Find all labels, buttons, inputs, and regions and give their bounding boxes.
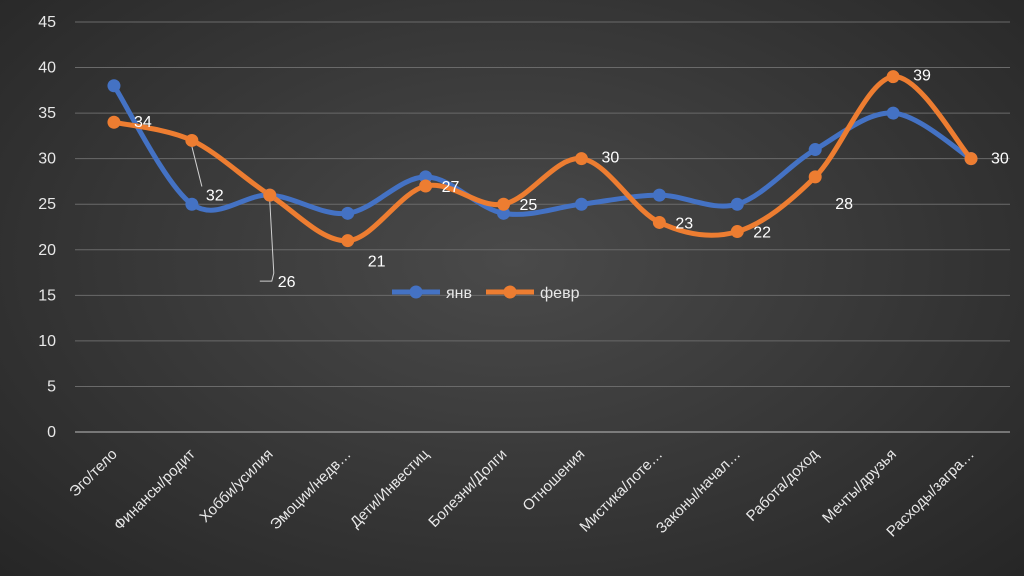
series-points xyxy=(107,70,978,248)
x-tick-label: Дети/Инвестиц xyxy=(347,446,433,532)
data-point xyxy=(652,215,666,229)
y-tick-label: 35 xyxy=(38,105,56,122)
data-point xyxy=(574,197,588,211)
legend-marker xyxy=(409,285,423,299)
x-tick-label: Хобби/усилия xyxy=(196,446,276,526)
data-label: 23 xyxy=(675,215,693,232)
data-point xyxy=(730,197,744,211)
data-point xyxy=(341,206,355,220)
data-label: 32 xyxy=(206,187,224,204)
x-tick-label: Болезни/Долги xyxy=(425,446,510,531)
data-point xyxy=(808,170,822,184)
y-tick-label: 25 xyxy=(38,196,56,213)
data-label: 27 xyxy=(442,179,460,196)
series-line-0 xyxy=(111,83,974,217)
x-tick-label: Законы/начал… xyxy=(653,446,744,537)
y-tick-label: 10 xyxy=(38,333,56,350)
data-label: 34 xyxy=(134,114,152,131)
x-tick-label: Эмоции/недв… xyxy=(267,446,355,534)
data-point xyxy=(730,225,744,239)
label-leader-lines xyxy=(191,146,275,282)
y-axis-ticks: 0 5 10 15 20 25 30 35 40 45 xyxy=(38,14,56,441)
data-point xyxy=(886,106,900,120)
data-point xyxy=(497,197,511,211)
legend: янв февр xyxy=(392,285,580,302)
x-tick-label: Эго/тело xyxy=(66,446,121,501)
legend-marker xyxy=(503,285,517,299)
data-point xyxy=(107,115,121,129)
y-tick-label: 5 xyxy=(47,378,56,395)
data-point xyxy=(419,170,433,184)
legend-label: янв xyxy=(446,285,472,302)
x-tick-label: Мистика/лоте… xyxy=(576,446,666,536)
data-point xyxy=(341,234,355,248)
data-point xyxy=(185,197,199,211)
y-tick-label: 0 xyxy=(47,424,56,441)
label-leader xyxy=(259,201,275,282)
x-tick-label: Финансы/родит xyxy=(111,446,199,534)
data-point xyxy=(574,152,588,166)
data-labels: 34 32 26 21 27 25 30 23 22 28 39 30 xyxy=(134,68,1009,291)
data-point xyxy=(107,79,121,93)
data-label: 30 xyxy=(601,150,619,167)
data-point xyxy=(419,179,433,193)
x-tick-label: Отношения xyxy=(519,446,588,515)
data-label: 22 xyxy=(753,225,771,242)
data-point xyxy=(886,70,900,84)
label-leader xyxy=(191,146,203,187)
data-point xyxy=(964,152,978,166)
data-label: 25 xyxy=(520,197,538,214)
data-point xyxy=(185,133,199,147)
x-tick-label: Работа/доход xyxy=(743,446,822,525)
data-label: 30 xyxy=(991,151,1009,168)
data-label: 26 xyxy=(278,274,296,291)
data-point xyxy=(808,143,822,157)
data-point xyxy=(263,188,277,202)
data-label: 21 xyxy=(368,254,386,271)
gridlines xyxy=(75,21,1010,433)
data-label: 28 xyxy=(835,196,853,213)
x-axis-ticks: Эго/телоФинансы/родитХобби/усилияЭмоции/… xyxy=(66,446,978,541)
data-point xyxy=(652,188,666,202)
data-label: 39 xyxy=(913,68,931,85)
y-tick-label: 40 xyxy=(38,60,56,77)
y-tick-label: 45 xyxy=(38,14,56,31)
y-tick-label: 20 xyxy=(38,242,56,259)
x-tick-label: Мечты/друзья xyxy=(819,446,900,527)
legend-label: февр xyxy=(540,285,580,302)
y-tick-label: 15 xyxy=(38,287,56,304)
y-tick-label: 30 xyxy=(38,151,56,168)
data-point xyxy=(497,206,511,220)
